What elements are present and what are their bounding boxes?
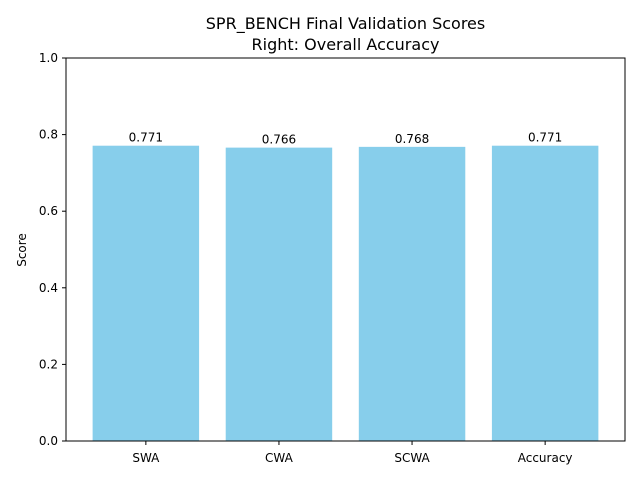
x-tick-label-accuracy: Accuracy xyxy=(518,451,573,465)
y-tick-label: 0.0 xyxy=(39,434,58,448)
x-tick-label-swa: SWA xyxy=(132,451,160,465)
bar-swa xyxy=(92,145,200,441)
y-axis-label: Score xyxy=(15,233,29,267)
data-label-swa: 0.771 xyxy=(129,131,163,145)
plot-frame xyxy=(65,57,626,442)
data-label-cwa: 0.766 xyxy=(262,133,296,147)
y-tick-label: 1.0 xyxy=(39,51,58,65)
data-labels-group: 0.771 0.766 0.768 0.771 xyxy=(129,131,563,147)
x-tick-label-cwa: CWA xyxy=(265,451,294,465)
y-tick-label: 0.6 xyxy=(39,204,58,218)
data-label-accuracy: 0.771 xyxy=(528,131,562,145)
bars-group xyxy=(92,145,599,441)
bar-accuracy xyxy=(491,145,599,441)
x-tick-label-scwa: SCWA xyxy=(394,451,430,465)
chart-title: SPR_BENCH Final Validation Scores xyxy=(206,14,485,34)
x-axis-ticks: SWA CWA SCWA Accuracy xyxy=(132,441,573,465)
y-tick-label: 0.2 xyxy=(39,357,58,371)
y-tick-label: 0.4 xyxy=(39,281,58,295)
bar-cwa xyxy=(225,147,333,441)
chart-subtitle: Right: Overall Accuracy xyxy=(252,35,440,54)
y-tick-label: 0.8 xyxy=(39,128,58,142)
data-label-scwa: 0.768 xyxy=(395,132,429,146)
y-axis-ticks: 0.0 0.2 0.4 0.6 0.8 1.0 xyxy=(39,51,66,448)
bar-scwa xyxy=(358,146,466,441)
